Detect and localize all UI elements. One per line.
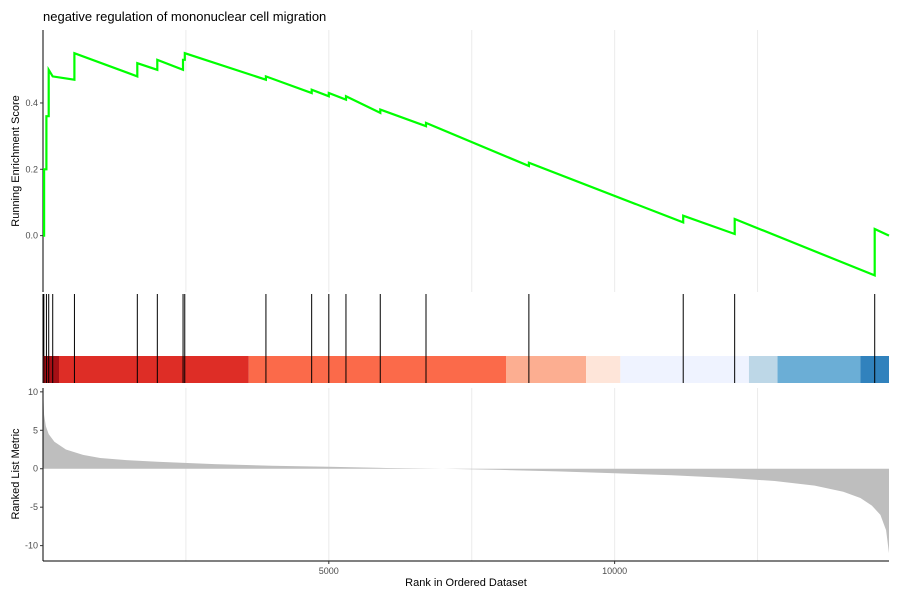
y-tick-label: 0.2 xyxy=(25,164,38,174)
rank-band xyxy=(586,356,621,383)
running-score-line xyxy=(42,51,890,278)
rank-band xyxy=(506,356,587,383)
rank-band xyxy=(777,356,861,383)
y-tick-label: 0.0 xyxy=(25,231,38,241)
y-tick-label: 5 xyxy=(33,425,38,435)
rank-color-bands xyxy=(43,356,889,383)
x-tick-label: 10000 xyxy=(602,566,627,576)
y-tick-label: -5 xyxy=(30,502,38,512)
x-axis-ticks: 5000 10000 xyxy=(319,561,627,576)
gene-hits-panel xyxy=(42,294,889,383)
running-score-y-label: Running Enrichment Score xyxy=(10,95,22,226)
rank-band xyxy=(43,356,60,383)
chart-title: negative regulation of mononuclear cell … xyxy=(43,9,326,24)
y-tick-label: -10 xyxy=(25,541,38,551)
rank-band xyxy=(59,356,249,383)
ranked-metric-y-ticks: 10 5 0 -5 -10 xyxy=(25,387,43,551)
x-axis-label: Rank in Ordered Dataset xyxy=(405,577,527,589)
rank-band xyxy=(620,356,749,383)
running-score-gridlines xyxy=(185,30,759,292)
y-tick-label: 0.4 xyxy=(25,98,38,108)
x-tick-label: 5000 xyxy=(319,566,339,576)
rank-band xyxy=(748,356,778,383)
running-score-panel: 0.0 0.2 0.4 Running Enrichment Score xyxy=(10,30,890,292)
running-score-y-ticks: 0.0 0.2 0.4 xyxy=(25,98,43,241)
ranked-metric-area xyxy=(43,388,889,554)
ranked-metric-panel: 10 5 0 -5 -10 5000 10000 Ranked List Metric R… xyxy=(10,387,889,589)
ranked-metric-y-label: Ranked List Metric xyxy=(10,428,22,520)
gene-hit-lines xyxy=(43,294,876,383)
y-tick-label: 0 xyxy=(33,464,38,474)
rank-band xyxy=(248,356,507,383)
y-tick-label: 10 xyxy=(28,387,38,397)
